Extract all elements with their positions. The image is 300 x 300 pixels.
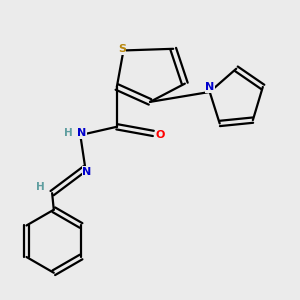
Text: O: O bbox=[155, 130, 165, 140]
Text: N: N bbox=[77, 128, 87, 138]
Text: N: N bbox=[82, 167, 92, 177]
Text: S: S bbox=[118, 44, 126, 55]
Text: H: H bbox=[36, 182, 45, 192]
Text: N: N bbox=[205, 82, 214, 92]
Text: H: H bbox=[64, 128, 73, 138]
